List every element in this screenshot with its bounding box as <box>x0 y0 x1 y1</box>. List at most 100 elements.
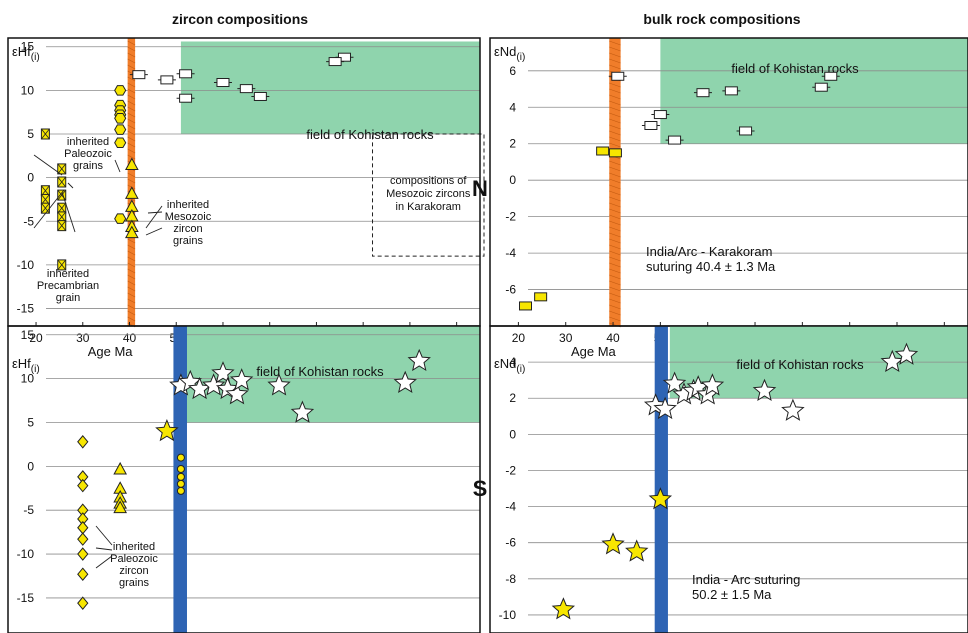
annotation-arrow <box>145 227 163 236</box>
annotation-text: inherited <box>113 541 155 553</box>
annotation-arrow <box>95 525 113 546</box>
x-axis-label: Age Ma <box>88 344 134 359</box>
annotation-text: grain <box>56 292 80 304</box>
point-open-rect <box>696 88 710 98</box>
annotation-text: Mesozoic <box>165 211 212 223</box>
point-circle <box>176 464 185 473</box>
y-tick-label: -5 <box>23 214 34 228</box>
point-open-rect <box>160 75 174 85</box>
point-open-star <box>229 368 254 391</box>
y-tick-label: 6 <box>509 64 516 78</box>
y-tick-label: -10 <box>499 608 517 622</box>
point-diamond <box>77 520 89 535</box>
band-hatch <box>127 298 136 304</box>
band-hatch <box>609 280 621 286</box>
band-hatch <box>609 130 621 136</box>
annotation-text: Precambrian <box>37 280 99 292</box>
y-tick-label: -4 <box>505 500 516 514</box>
band-hatch <box>609 52 621 58</box>
kohistan-field <box>660 38 968 144</box>
point-open-star <box>393 370 417 393</box>
y-tick-label: -10 <box>17 258 35 272</box>
band-hatch <box>609 166 621 172</box>
point-yellow-rect <box>534 292 548 302</box>
band-hatch <box>127 46 136 52</box>
y-tick-label: -2 <box>505 463 516 477</box>
band-hatch <box>609 184 621 190</box>
y-tick-label: 0 <box>27 171 34 185</box>
band-hatch <box>127 316 136 322</box>
y-tick-label: 4 <box>509 355 516 369</box>
band-hatch <box>127 100 136 106</box>
band-hatch <box>609 304 621 310</box>
y-tick-label: 0 <box>509 427 516 441</box>
band-hatch <box>127 82 136 88</box>
band-hatch <box>609 232 621 238</box>
suture-label: India/Arc - Karakoram <box>646 244 772 259</box>
band-hatch <box>609 286 621 292</box>
point-hexagon <box>114 85 127 96</box>
point-open-star <box>894 342 919 365</box>
point-diamond <box>77 532 89 546</box>
point-open-star <box>225 382 249 405</box>
band-hatch <box>127 250 136 256</box>
box-label: Mesozoic zircons <box>386 188 471 200</box>
point-open-star <box>700 373 725 396</box>
x-tick-label: 20 <box>512 331 526 345</box>
point-open-star <box>880 349 904 373</box>
annotation-arrow <box>33 154 63 176</box>
x-mark <box>57 176 67 188</box>
band-hatch <box>609 274 621 280</box>
annotation-text: grains <box>119 577 149 589</box>
point-open-rect <box>814 82 828 92</box>
x-mark <box>57 220 67 231</box>
band-hatch <box>127 124 136 130</box>
point-hexagon <box>114 113 127 124</box>
band-hatch <box>127 64 136 70</box>
suture-label: suturing 40.4 ± 1.3 Ma <box>646 259 776 274</box>
point-yellow-star <box>155 418 179 442</box>
point-open-rect <box>239 84 253 94</box>
panel-frame <box>489 325 968 633</box>
point-open-star <box>653 396 677 420</box>
band-hatch <box>609 214 621 220</box>
band-hatch <box>609 310 621 316</box>
south-label: S <box>473 476 488 501</box>
band-hatch <box>127 274 136 280</box>
point-triangle <box>124 225 139 239</box>
point-circle <box>176 453 185 462</box>
annotation-text: Paleozoic <box>110 553 158 565</box>
band-hatch <box>609 172 621 178</box>
annotation-text: Paleozoic <box>64 148 112 160</box>
y-tick-label: 15 <box>21 328 35 342</box>
band-hatch <box>127 292 136 298</box>
band-hatch <box>609 262 621 268</box>
annotation-arrow <box>95 547 113 551</box>
annotation-arrow <box>95 555 113 569</box>
y-tick-label: 4 <box>509 100 516 114</box>
y-axis-label: εNd(i) <box>494 44 525 63</box>
y-tick-label: 5 <box>27 127 34 141</box>
y-axis-label: εHf(i) <box>12 44 40 63</box>
point-open-rect <box>179 93 193 103</box>
band-hatch <box>609 268 621 274</box>
band-hatch <box>609 226 621 232</box>
band-hatch <box>609 190 621 196</box>
annotation-arrow <box>33 189 65 229</box>
point-open-star <box>662 371 687 394</box>
point-diamond <box>77 567 89 582</box>
band-hatch <box>609 196 621 202</box>
y-tick-label: -15 <box>17 302 35 316</box>
band-hatch <box>609 94 621 100</box>
point-diamond <box>77 547 89 561</box>
field-label: field of Kohistan rocks <box>306 127 434 142</box>
point-circle <box>176 472 185 481</box>
left-heading: zircon compositions <box>172 11 308 27</box>
point-yellow-rect <box>596 146 610 156</box>
x-mark <box>41 202 50 214</box>
band-hatch <box>609 238 621 244</box>
band-hatch <box>127 154 136 160</box>
